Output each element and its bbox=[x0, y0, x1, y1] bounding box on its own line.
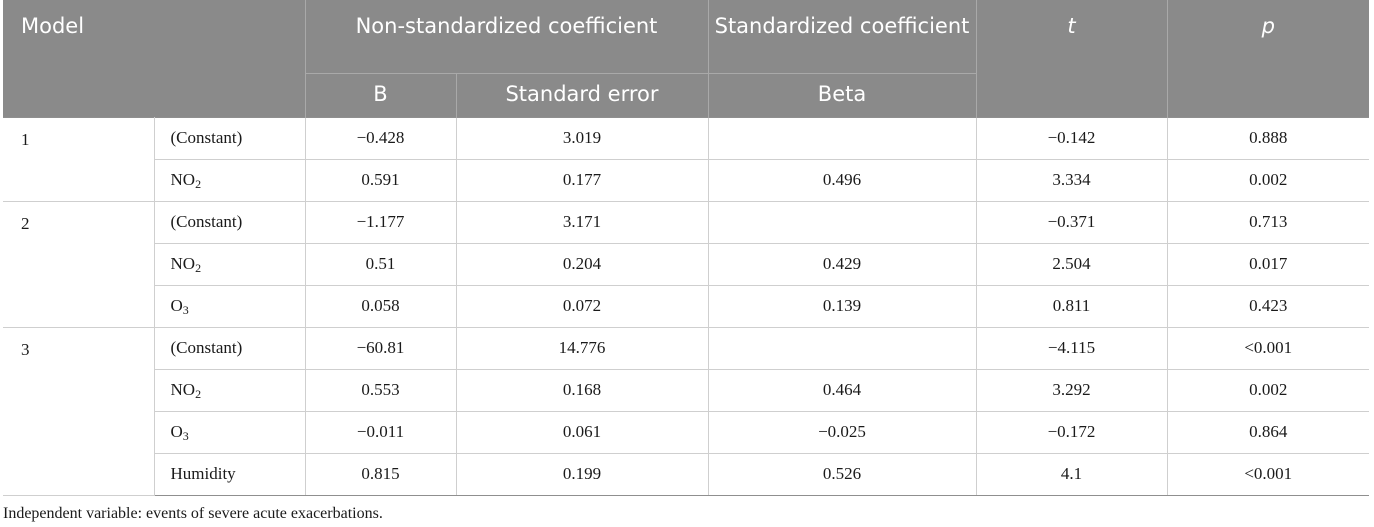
cell-p: 0.423 bbox=[1166, 284, 1369, 328]
cell-p: 0.017 bbox=[1166, 242, 1369, 286]
cell-p: 0.002 bbox=[1166, 158, 1369, 202]
cell-se: 3.171 bbox=[455, 200, 709, 244]
table-row: NO2 0.591 0.177 0.496 3.334 0.002 bbox=[3, 158, 1369, 202]
cell-b: −60.81 bbox=[304, 326, 457, 370]
cell-se: 0.061 bbox=[455, 410, 709, 454]
table-footnote: Independent variable: events of severe a… bbox=[3, 505, 383, 522]
cell-t: 2.504 bbox=[975, 242, 1168, 286]
cell-beta: 0.429 bbox=[707, 242, 977, 286]
cell-t: 0.811 bbox=[975, 284, 1168, 328]
cell-beta: 0.526 bbox=[707, 452, 977, 496]
regression-table: Model Non-standardized coefficient Stand… bbox=[3, 0, 1369, 496]
predictor-label: O3 bbox=[153, 410, 306, 454]
cell-b: −0.428 bbox=[304, 116, 457, 160]
cell-t: 3.292 bbox=[975, 368, 1168, 412]
predictor-label: (Constant) bbox=[153, 326, 306, 370]
cell-p: 0.888 bbox=[1166, 116, 1369, 160]
cell-t: 4.1 bbox=[975, 452, 1168, 496]
cell-se: 0.168 bbox=[455, 368, 709, 412]
cell-se: 0.204 bbox=[455, 242, 709, 286]
cell-b: 0.591 bbox=[304, 158, 457, 202]
model-number: 2 bbox=[3, 200, 155, 328]
table-row: 1 (Constant) −0.428 3.019 −0.142 0.888 bbox=[3, 116, 1369, 202]
cell-se: 3.019 bbox=[455, 116, 709, 160]
table-row: NO2 0.553 0.168 0.464 3.292 0.002 bbox=[3, 368, 1369, 412]
predictor-label: Humidity bbox=[153, 452, 306, 496]
cell-se: 14.776 bbox=[455, 326, 709, 370]
table-row: O3 0.058 0.072 0.139 0.811 0.423 bbox=[3, 284, 1369, 328]
header-standard-error: Standard error bbox=[455, 72, 708, 117]
table-row: NO2 0.51 0.204 0.429 2.504 0.017 bbox=[3, 242, 1369, 286]
model-number: 3 bbox=[3, 326, 155, 496]
predictor-label: NO2 bbox=[153, 242, 306, 286]
header-non-standardized: Non-standardized coefficient bbox=[304, 0, 708, 73]
cell-se: 0.199 bbox=[455, 452, 709, 496]
cell-t: 3.334 bbox=[975, 158, 1168, 202]
predictor-label: NO2 bbox=[153, 368, 306, 412]
cell-t: −4.115 bbox=[975, 326, 1168, 370]
cell-p: 0.713 bbox=[1166, 200, 1369, 244]
cell-b: −1.177 bbox=[304, 200, 457, 244]
cell-beta: 0.464 bbox=[707, 368, 977, 412]
table-row: Humidity 0.815 0.199 0.526 4.1 <0.001 bbox=[3, 452, 1369, 496]
cell-p: 0.864 bbox=[1166, 410, 1369, 454]
header-model: Model bbox=[3, 0, 305, 117]
cell-t: −0.371 bbox=[975, 200, 1168, 244]
cell-se: 0.177 bbox=[455, 158, 709, 202]
cell-b: −0.011 bbox=[304, 410, 457, 454]
cell-beta: 0.139 bbox=[707, 284, 977, 328]
cell-beta bbox=[707, 116, 977, 160]
table-row: O3 −0.011 0.061 −0.025 −0.172 0.864 bbox=[3, 410, 1369, 454]
regression-table-container: Model Non-standardized coefficient Stand… bbox=[3, 0, 1369, 496]
predictor-label: NO2 bbox=[153, 158, 306, 202]
table-row: 3 (Constant) −60.81 14.776 −4.115 <0.001 bbox=[3, 326, 1369, 496]
cell-b: 0.553 bbox=[304, 368, 457, 412]
header-standardized: Standardized coefficient bbox=[707, 0, 976, 73]
cell-beta bbox=[707, 200, 977, 244]
cell-beta: −0.025 bbox=[707, 410, 977, 454]
model-number: 1 bbox=[3, 116, 155, 202]
cell-p: <0.001 bbox=[1166, 452, 1369, 496]
cell-p: 0.002 bbox=[1166, 368, 1369, 412]
cell-beta: 0.496 bbox=[707, 158, 977, 202]
predictor-label: O3 bbox=[153, 284, 306, 328]
cell-p: <0.001 bbox=[1166, 326, 1369, 370]
cell-b: 0.51 bbox=[304, 242, 457, 286]
cell-b: 0.815 bbox=[304, 452, 457, 496]
header-b: B bbox=[304, 72, 456, 117]
table-row: 2 (Constant) −1.177 3.171 −0.371 0.713 bbox=[3, 200, 1369, 328]
cell-t: −0.172 bbox=[975, 410, 1168, 454]
header-p: p bbox=[1166, 0, 1369, 117]
cell-b: 0.058 bbox=[304, 284, 457, 328]
header-t: t bbox=[975, 0, 1167, 117]
predictor-label: (Constant) bbox=[153, 116, 306, 160]
predictor-label: (Constant) bbox=[153, 200, 306, 244]
header-beta: Beta bbox=[707, 72, 976, 117]
cell-t: −0.142 bbox=[975, 116, 1168, 160]
cell-se: 0.072 bbox=[455, 284, 709, 328]
cell-beta bbox=[707, 326, 977, 370]
